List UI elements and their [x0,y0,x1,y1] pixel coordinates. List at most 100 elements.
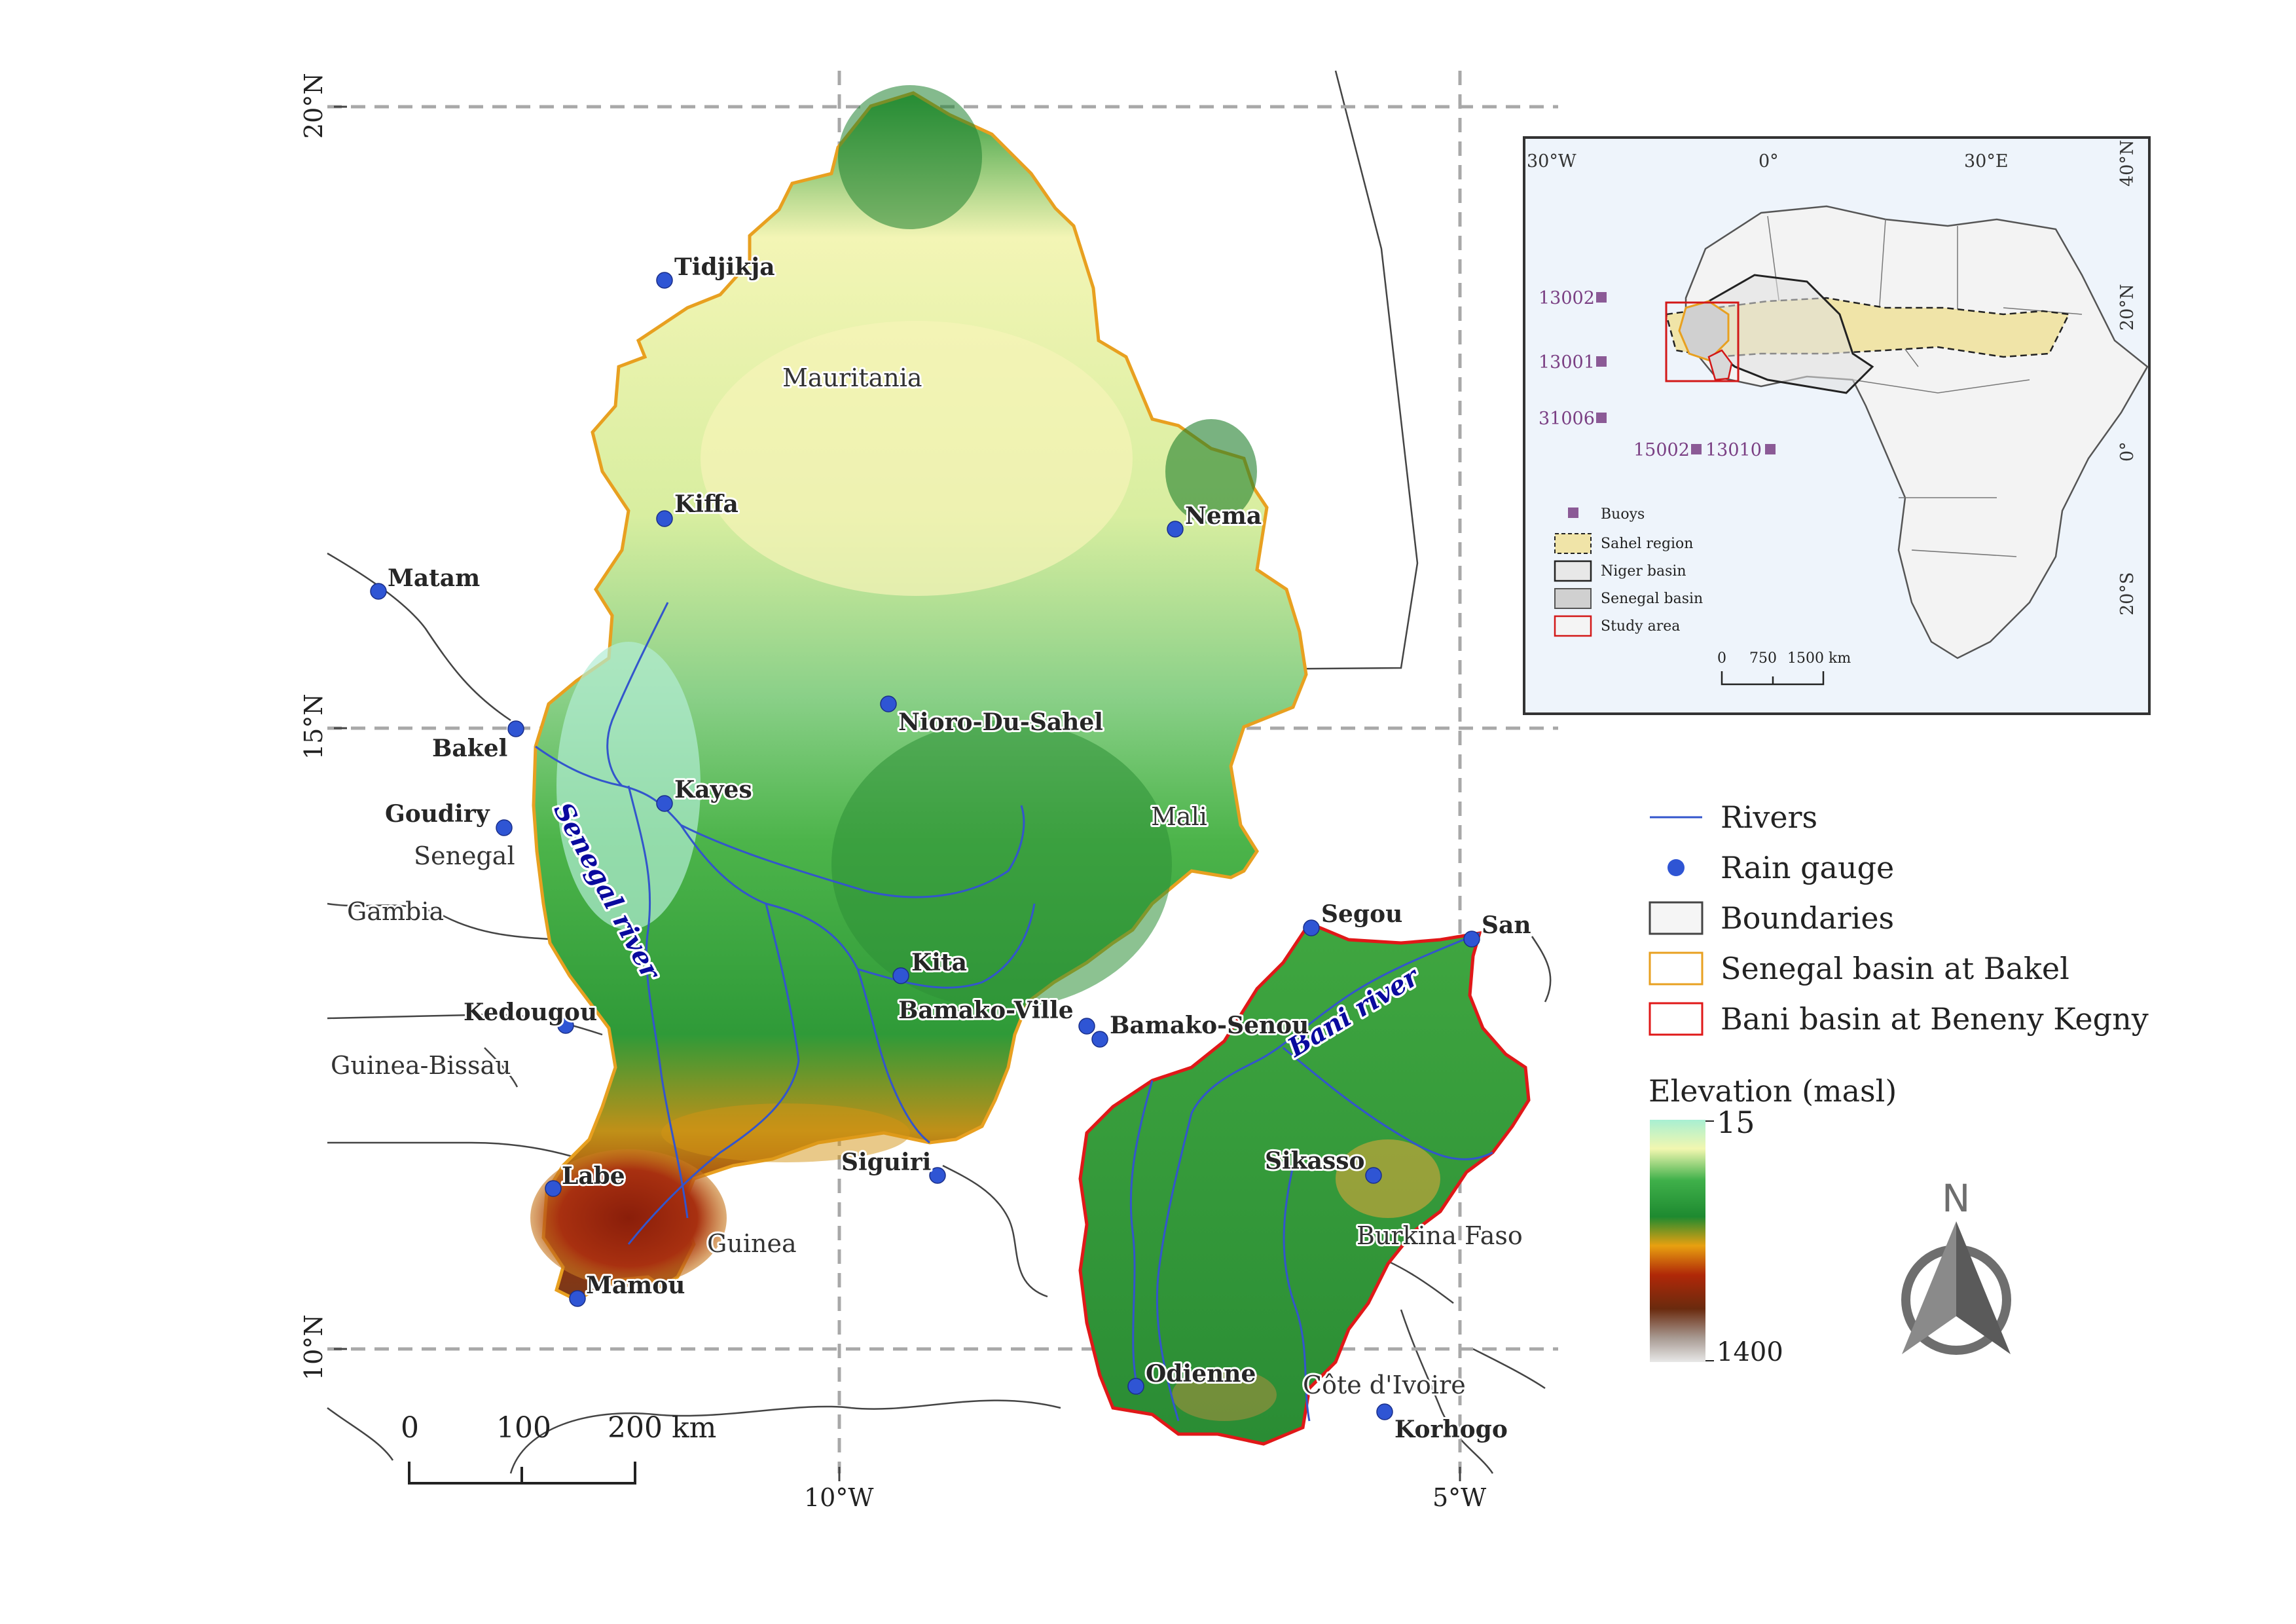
inset-legend-label-study: Study area [1601,618,1680,635]
gauge-point-segou [1303,919,1320,936]
north-arrow-right-half [1956,1221,2011,1354]
upper-senegal-tributary [889,1080,930,1144]
legend-senegal-basin-swatch [1649,951,1704,986]
sikasso-plateau [1336,1139,1440,1218]
karakoro-river [606,602,669,787]
bani-basin [1078,921,1531,1446]
gauge-point-kayes [656,795,673,812]
gauge-label-kita: Kita [911,949,967,976]
kolimbine-river [680,805,1025,898]
gauge-point-mamou [569,1290,586,1307]
buoy-31006-marker [1596,413,1607,423]
inset-top-label-30e: 30°E [1964,151,2009,172]
gauge-label-bamako-senou: Bamako-Senou [1110,1012,1309,1039]
inset-legend-study-swatch [1554,615,1592,637]
inset-legend-label-senegal: Senegal basin [1601,591,1703,607]
country-label-senegal: Senegal [414,841,515,870]
gauge-point-tidjikja [656,272,673,289]
buoy-label-15002: 15002 [1633,440,1690,460]
rivers-layer [535,602,1493,1422]
gauge-label-bakel: Bakel [432,735,507,762]
country-label-burkina-faso: Burkina Faso [1357,1221,1523,1250]
scale-label-0: 0 [401,1411,419,1445]
gauge-point-nioro [880,695,897,712]
tagant-dark-green [838,85,982,229]
gauge-point-kiffa [656,510,673,527]
inset-right-label-20n: 20°N [2117,284,2138,331]
gauge-label-bamako-ville: Bamako-Ville [898,997,1074,1024]
buoy-13010-marker [1765,444,1776,454]
legend-bani-basin-swatch [1649,1002,1704,1036]
inset-legend: Buoys Sahel region Niger basin Senegal b… [1554,506,1703,637]
elevation-max-label: 1400 [1717,1337,1783,1367]
inset-buoys [1596,292,1776,454]
lat-label-10n: 10°N [299,1314,328,1380]
inset-scale-label-750: 750 [1749,650,1777,667]
gauge-label-segou: Segou [1321,900,1402,928]
inset-right-label-40n: 40°N [2117,140,2138,187]
country-label-cote-divoire: Côte d'Ivoire [1303,1371,1466,1399]
mali-hills-green [831,720,1172,1008]
country-label-guinea-bissau: Guinea-Bissau [331,1051,511,1080]
bani-river-main [1190,932,1480,1114]
gauge-label-goudiry: Goudiry [385,800,490,828]
lon-label-10w: 10°W [804,1483,873,1512]
bafing-river [627,903,800,1245]
gauge-point-san [1463,931,1480,948]
gauge-point-siguiri [929,1167,946,1184]
gauge-label-korhogo: Korhogo [1394,1416,1508,1443]
gauge-point-kita [892,967,909,984]
gauge-point-nema [1167,521,1184,538]
gauge-label-odienne: Odienne [1146,1360,1256,1388]
gauge-point-bakel [507,720,524,737]
elevation-min-label: 15 [1717,1105,1755,1140]
gauge-label-kayes: Kayes [674,776,752,803]
gauge-point-korhogo [1376,1403,1393,1420]
senegal-basin [530,85,1308,1302]
inset-right-label-20s: 20°S [2117,572,2138,616]
north-arrow-label: N [1942,1176,1970,1221]
scale-bar-line [408,1462,636,1485]
gauge-label-san: San [1482,912,1531,939]
inset-bani-basin [1707,349,1733,381]
buoy-label-13010: 13010 [1705,440,1762,460]
country-label-mauritania: Mauritania [782,363,922,392]
gauge-point-sikasso [1365,1167,1382,1184]
inset-top-label-0: 0° [1758,151,1779,172]
scale-bar: 0 100 200 km [401,1411,716,1485]
gauge-point-bamako-ville [1078,1018,1095,1035]
legend-label-senegal-basin: Senegal basin at Bakel [1721,951,2069,986]
odienne-highland [1172,1369,1277,1421]
lat-label-15n: 15°N [299,693,328,760]
buoy-label-13002: 13002 [1539,288,1595,308]
faleme-river [627,785,689,1219]
gauge-label-siguiri: Siguiri [841,1149,931,1176]
inset-legend-sahel-swatch [1554,533,1592,554]
gauge-label-nema: Nema [1185,502,1262,530]
country-label-guinea: Guinea [707,1229,797,1258]
mauritania-plateau-light [701,321,1133,596]
inset-legend-label-buoys: Buoys [1601,506,1645,523]
bani-tributary-east [1283,1152,1311,1422]
nema-dark-green [1165,419,1257,524]
inset-map: 30°W 0° 30°E 40°N 20°N 0° 20°S 13002 130… [1523,136,2151,715]
inset-legend-senegal-swatch [1554,588,1592,609]
fouta-djallon-highland [530,1149,727,1287]
inset-study-area [1665,301,1740,382]
bani-basin-shape [1078,921,1531,1446]
legend-label-bani-basin: Bani basin at Beneny Kegny [1721,1001,2149,1037]
scale-label-200: 200 km [608,1411,716,1445]
gauge-label-sikasso: Sikasso [1265,1147,1365,1175]
inset-scale-bar: 0 750 1500 km [1717,650,1851,686]
guinea-highland-orange [661,1103,910,1162]
gauge-label-tidjikja: Tidjikja [674,253,775,281]
country-label-mali: Mali [1151,802,1207,831]
inset-top-label-30w: 30°W [1527,151,1576,172]
inset-scale-line [1721,671,1825,686]
gauge-point-kedougou [557,1017,574,1034]
gauge-label-matam: Matam [388,564,480,592]
legend-boundaries-swatch [1649,901,1704,935]
inset-legend-buoy-swatch [1568,507,1578,518]
rain-gauge-labels: Tidjikja Kiffa Nema Matam Bakel Goudiry … [383,251,1533,1445]
